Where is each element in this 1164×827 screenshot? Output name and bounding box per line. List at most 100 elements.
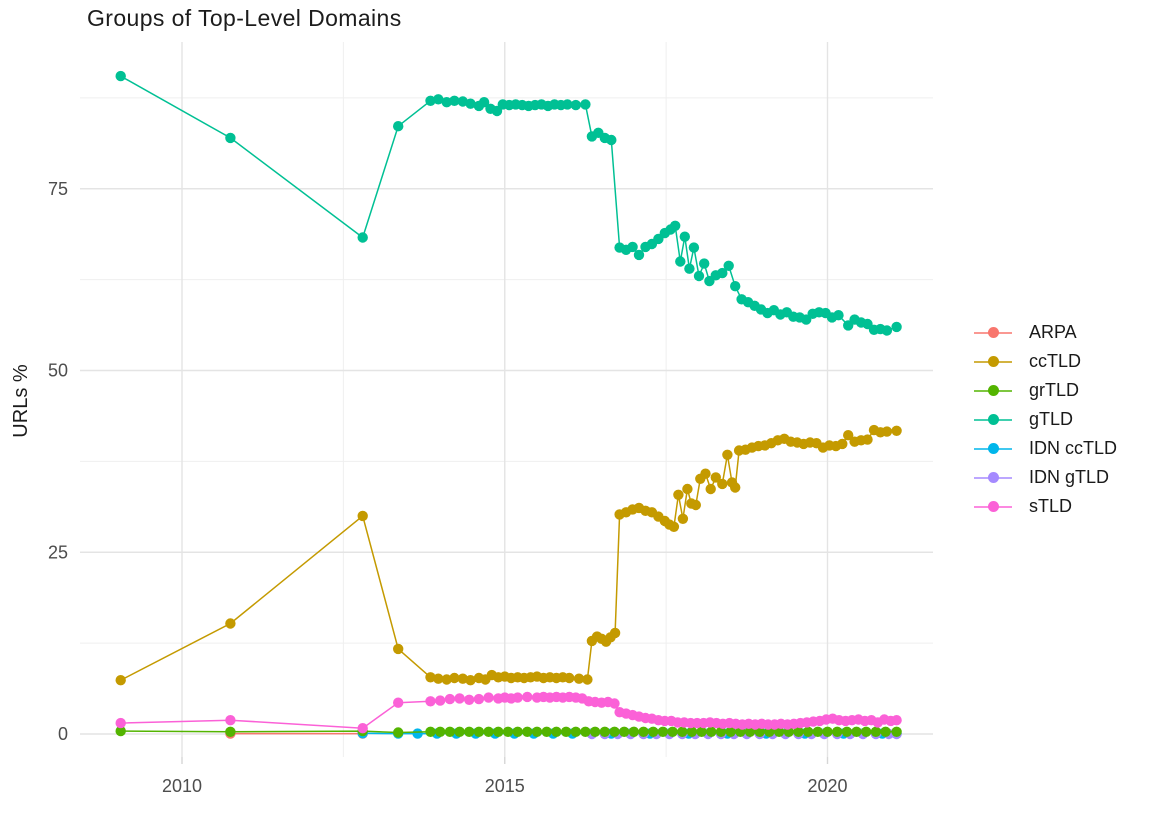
data-point [609,726,620,737]
data-point [589,726,601,737]
data-point [832,726,843,737]
data-point [115,70,126,82]
legend-label: grTLD [1029,380,1080,400]
data-point [693,270,705,282]
data-point [225,618,236,629]
data-point [723,260,734,271]
data-point [580,99,591,110]
data-point [673,489,684,500]
legend-item-stld: sTLD [974,492,1117,521]
data-point [464,726,475,737]
legend-item-idn-cctld: IDN ccTLD [974,434,1117,463]
data-point [706,726,717,737]
data-point [449,95,460,107]
data-point [560,726,572,737]
data-point [493,726,504,737]
data-point [473,693,485,705]
data-point [115,725,126,737]
legend-label: sTLD [1029,496,1073,516]
data-point [454,693,465,704]
data-point [609,627,621,639]
legend-label: IDN ccTLD [1029,438,1118,458]
data-point [675,256,686,267]
data-point [483,692,494,703]
data-point [457,673,468,684]
data-point [444,693,456,705]
data-point [684,263,695,274]
data-point [473,726,485,737]
legend-item-cctld: ccTLD [974,347,1117,376]
data-point [619,726,630,737]
data-point [441,97,452,108]
series-grtld [115,725,902,738]
data-point [465,675,476,686]
data-point [679,231,690,242]
legend-label: gTLD [1029,409,1074,429]
series-line [120,75,897,332]
data-point [393,727,404,738]
data-point [690,499,701,511]
y-tick-label: 50 [48,361,68,381]
data-point [730,281,741,292]
data-point [891,321,902,333]
data-point [891,715,902,726]
legend-item-idn-gtld: IDN gTLD [974,463,1117,492]
legend-dot-icon [987,414,999,425]
data-point [357,232,368,243]
data-point [638,726,649,737]
data-point [425,672,436,683]
data-point [843,430,854,441]
data-point [730,482,741,493]
data-point [802,726,814,737]
data-point [412,728,423,739]
data-point [657,726,669,737]
data-point [870,726,882,737]
data-point [225,132,236,144]
data-point [812,726,823,737]
data-point [744,726,756,737]
series-stld [115,691,902,734]
data-point [715,726,727,737]
data-point [599,726,610,737]
data-point [357,723,368,734]
legend-key-cctld [974,355,1012,368]
data-point [606,134,617,146]
legend-key-idn-cctld [974,442,1012,455]
x-tick-label: 2020 [807,776,847,796]
data-point [700,468,711,479]
data-point [425,95,436,107]
data-point [115,717,126,729]
legend-key-grtld [974,384,1012,397]
y-tick-label: 0 [58,724,68,744]
data-point [833,310,844,321]
data-point [357,510,368,522]
data-point [717,267,728,279]
data-point [633,249,645,261]
series-gtld [115,70,902,336]
data-point [435,726,446,737]
data-point [696,726,707,737]
chart-title: Groups of Top-Level Domains [87,5,402,31]
data-point [722,449,733,460]
x-tick-label: 2010 [162,776,202,796]
x-tick-label: 2015 [485,776,525,796]
data-point [433,673,444,684]
data-point [225,726,236,737]
data-point [393,643,404,655]
legend-item-arpa: ARPA [974,318,1117,347]
data-point [570,99,581,111]
y-tick-label: 25 [48,542,68,562]
data-point [393,697,404,708]
legend-dot-icon [987,327,999,338]
legend-key-stld [974,500,1012,513]
y-axis-title: URLs % [10,364,32,438]
data-point [512,726,523,737]
data-point [862,434,873,445]
data-point [891,726,902,737]
data-point [682,483,693,495]
data-point [531,726,543,737]
legend-dot-icon [987,443,999,454]
legend-label: IDN gTLD [1029,467,1110,487]
data-point [433,94,444,105]
